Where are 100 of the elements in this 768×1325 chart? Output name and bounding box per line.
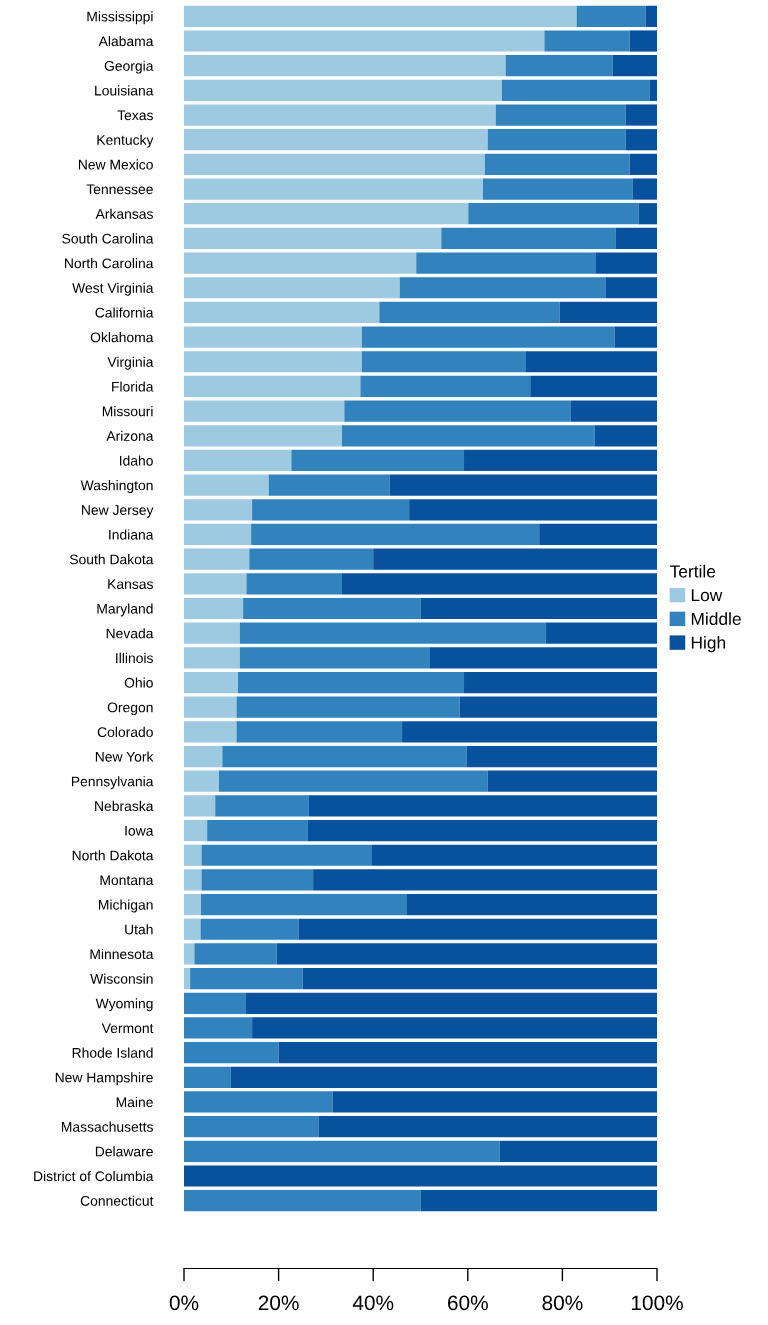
bar — [190, 967, 303, 990]
y-tick-label: Maine — [116, 1096, 153, 1108]
y-tick-label: Montana — [100, 875, 154, 886]
bar — [318, 1116, 657, 1138]
bar — [389, 474, 657, 496]
bar — [379, 301, 560, 324]
y-tick-label: Ohio — [124, 677, 153, 688]
bar — [612, 55, 657, 77]
y-tick-label: Kansas — [108, 579, 153, 589]
y-tick-label: South Carolina — [62, 233, 154, 244]
y-tick-label: Connecticut — [80, 1195, 154, 1206]
bar — [239, 647, 430, 669]
bar — [645, 5, 657, 27]
bar — [429, 647, 657, 669]
bar — [629, 153, 657, 175]
y-tick-label: North Dakota — [72, 850, 154, 861]
y-tick-label: Wisconsin — [90, 973, 153, 984]
bar — [184, 5, 577, 27]
x-tick-label: 40% — [352, 1295, 394, 1311]
bar — [278, 1042, 657, 1064]
bar — [184, 745, 223, 768]
bar — [594, 425, 657, 447]
bar — [595, 252, 657, 274]
bar — [341, 425, 595, 447]
y-tick-label: Michigan — [99, 899, 153, 913]
bar — [246, 573, 342, 595]
bar — [245, 992, 657, 1014]
bar — [184, 943, 195, 965]
bar — [341, 573, 657, 595]
y-tick-label: Maryland — [97, 603, 153, 617]
bar — [184, 499, 253, 521]
bar — [464, 449, 657, 472]
bar — [576, 5, 646, 27]
bar — [559, 301, 657, 324]
bar — [184, 1066, 231, 1088]
y-tick-label: Illinois — [116, 652, 153, 664]
bar — [406, 893, 657, 916]
bar — [184, 104, 496, 126]
bar — [201, 869, 314, 891]
bar — [201, 844, 372, 866]
bar — [184, 893, 202, 916]
y-tick-label: Louisiana — [95, 85, 154, 96]
y-tick-label: New Mexico — [78, 159, 153, 170]
bar — [629, 30, 657, 52]
y-tick-label: Indiana — [109, 529, 154, 540]
bar — [625, 104, 657, 126]
bar — [243, 597, 421, 620]
bar — [251, 523, 540, 546]
bar — [544, 30, 630, 52]
y-tick-label: Oregon — [107, 702, 153, 716]
y-tick-label: New Jersey — [82, 505, 154, 518]
y-tick-label: Pennsylvania — [71, 776, 154, 790]
y-tick-label: Florida — [112, 381, 154, 392]
y-tick-label: Mississippi — [87, 11, 153, 25]
bar — [184, 844, 202, 866]
bar — [361, 351, 526, 373]
bar — [184, 548, 250, 570]
bar — [298, 918, 657, 940]
bar — [371, 844, 657, 866]
bar — [505, 55, 613, 77]
bar — [184, 770, 219, 792]
y-tick-label: Kentucky — [97, 134, 154, 148]
bar — [464, 671, 657, 694]
bar — [184, 153, 485, 175]
bar — [344, 400, 571, 422]
bar — [468, 203, 639, 225]
x-tick-label: 80% — [542, 1295, 583, 1311]
bar — [268, 474, 390, 496]
bar — [495, 104, 626, 126]
bar — [184, 1140, 500, 1162]
y-tick-label: Arkansas — [95, 208, 153, 219]
bar — [184, 1017, 253, 1039]
bar — [215, 795, 309, 817]
bar — [307, 819, 657, 842]
y-tick-label: Colorado — [97, 726, 153, 738]
y-tick-label: Oklahoma — [90, 332, 154, 343]
bar — [605, 277, 657, 299]
y-tick-label: Nebraska — [95, 800, 154, 812]
legend-label: Low — [691, 589, 723, 602]
bar — [184, 597, 244, 620]
bar — [252, 499, 410, 521]
bar — [313, 869, 657, 891]
bar — [184, 647, 240, 669]
bar — [530, 375, 657, 398]
bar — [539, 523, 657, 546]
bar — [482, 178, 633, 200]
bar — [252, 1017, 657, 1039]
bar — [638, 203, 657, 225]
y-tick-label: Texas — [117, 110, 153, 121]
bar — [201, 893, 407, 916]
y-tick-label: Rhode Island — [72, 1047, 153, 1058]
y-tick-label: Utah — [125, 924, 153, 935]
bar — [291, 449, 465, 472]
y-tick-label: New Hampshire — [55, 1072, 153, 1086]
bar — [184, 326, 362, 348]
bar — [402, 721, 657, 743]
y-tick-label: West Virginia — [72, 282, 154, 296]
y-tick-label: New York — [95, 751, 154, 762]
bar — [409, 499, 657, 521]
bar — [487, 129, 626, 151]
